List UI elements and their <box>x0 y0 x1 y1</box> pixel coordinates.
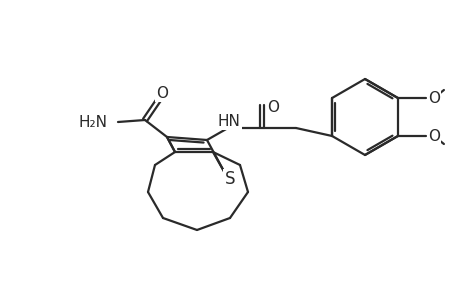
Text: H₂N: H₂N <box>79 115 108 130</box>
Text: O: O <box>156 85 168 100</box>
Text: O: O <box>427 128 439 143</box>
Text: HN: HN <box>217 113 240 128</box>
Text: O: O <box>427 91 439 106</box>
Text: O: O <box>266 100 279 115</box>
Text: S: S <box>224 170 235 188</box>
